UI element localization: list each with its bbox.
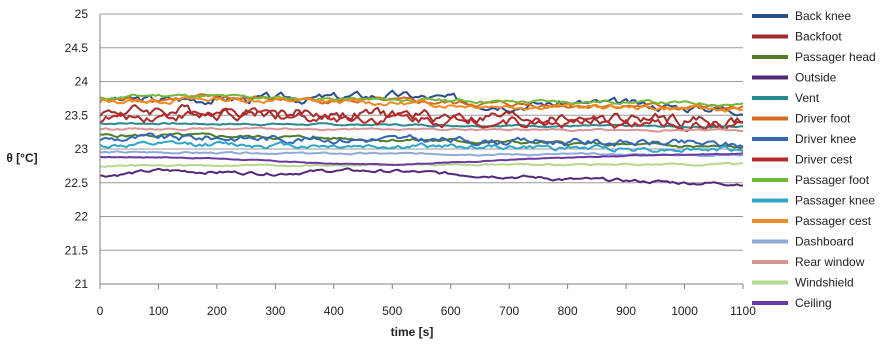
series-line	[99, 96, 744, 113]
series-line	[99, 152, 744, 166]
x-tick-label: 900	[616, 304, 636, 318]
legend-label: Outside	[795, 71, 837, 85]
series-line	[99, 167, 744, 187]
series-lines	[99, 89, 744, 187]
y-tick-label: 23.5	[65, 108, 89, 122]
legend: Back knee Backfoot Passager head Outside Ven…	[752, 9, 876, 310]
legend-label: Passager foot	[795, 173, 870, 187]
x-tick-label: 1100	[730, 304, 756, 318]
x-tick-label: 500	[382, 304, 402, 318]
legend-label: Driver cest	[795, 153, 853, 167]
axes: 21 21.5 22 22.5 23 23.5 24 24.5 25 0 100 200 300 400 5…	[65, 7, 757, 318]
legend-label: Ceiling	[795, 296, 832, 310]
y-tick-label: 25	[75, 7, 89, 21]
x-axis-label: time [s]	[391, 325, 434, 339]
x-tick-label: 800	[558, 304, 578, 318]
legend-label: Backfoot	[795, 30, 842, 44]
series-line	[99, 121, 743, 129]
y-tick-label: 24	[75, 75, 89, 89]
y-tick-label: 24.5	[65, 41, 89, 55]
x-tick-label: 400	[324, 304, 344, 318]
legend-label: Passager cest	[795, 214, 872, 228]
legend-label: Driver knee	[795, 132, 857, 146]
legend-label: Rear window	[795, 255, 865, 269]
legend-label: Passager head	[795, 50, 876, 64]
x-tick-label: 200	[207, 304, 227, 318]
series-line	[99, 132, 744, 148]
x-tick-label: 0	[97, 304, 104, 318]
x-tick-label: 1000	[671, 304, 698, 318]
x-tick-label: 100	[148, 304, 168, 318]
y-axis-label: θ [°C]	[6, 151, 37, 165]
y-tick-label: 21	[75, 277, 89, 291]
y-tick-label: 22.5	[65, 176, 89, 190]
series-line	[99, 150, 744, 158]
y-tick-label: 21.5	[65, 243, 89, 257]
y-tick-label: 23	[75, 142, 89, 156]
y-tick-label: 22	[75, 210, 89, 224]
series-line	[99, 162, 743, 168]
x-tick-label: 300	[265, 304, 285, 318]
legend-label: Windshield	[795, 276, 854, 290]
legend-label: Back knee	[795, 9, 851, 23]
series-line	[99, 107, 744, 132]
legend-label: Driver foot	[795, 112, 851, 126]
x-tick-label: 700	[499, 304, 519, 318]
series-line	[99, 140, 744, 153]
series-line	[99, 126, 743, 133]
legend-label: Passager knee	[795, 194, 875, 208]
series-line	[99, 89, 744, 117]
x-tick-label: 600	[441, 304, 461, 318]
legend-label: Vent	[795, 91, 820, 105]
legend-label: Dashboard	[795, 235, 854, 249]
